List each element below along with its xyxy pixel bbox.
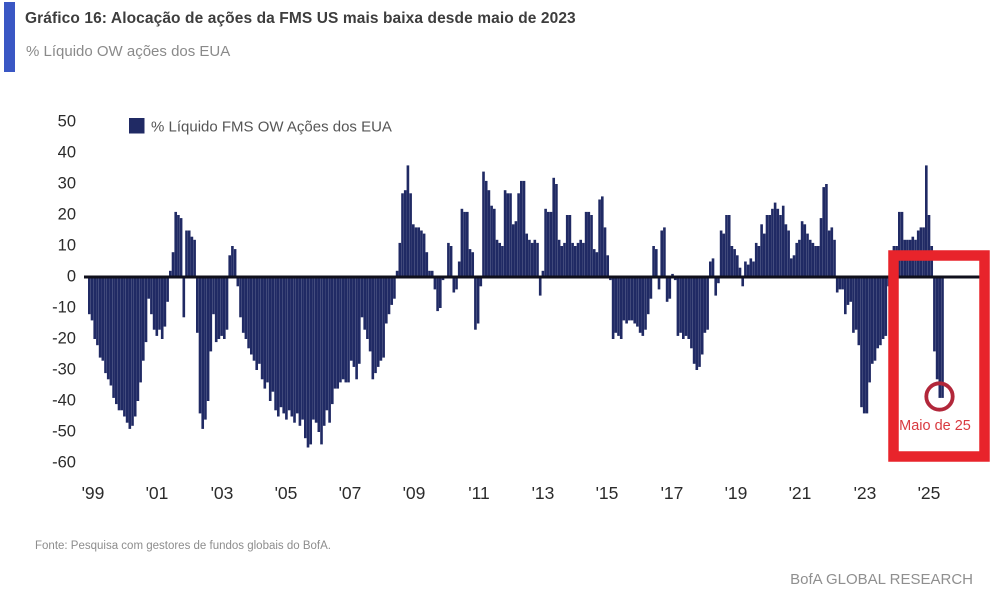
- svg-text:Maio de 25: Maio de 25: [899, 418, 971, 434]
- svg-text:'05: '05: [275, 483, 298, 503]
- svg-text:'13: '13: [532, 483, 555, 503]
- svg-text:-30: -30: [52, 361, 76, 379]
- svg-text:20: 20: [58, 206, 76, 224]
- svg-text:'07: '07: [339, 483, 362, 503]
- svg-text:10: 10: [58, 237, 76, 255]
- svg-text:30: 30: [58, 175, 76, 193]
- svg-text:0: 0: [67, 268, 76, 286]
- svg-text:'17: '17: [661, 483, 684, 503]
- svg-text:-40: -40: [52, 392, 76, 410]
- svg-text:'21: '21: [789, 483, 812, 503]
- svg-text:-60: -60: [52, 454, 76, 472]
- svg-text:'19: '19: [725, 483, 748, 503]
- svg-text:-50: -50: [52, 423, 76, 441]
- svg-text:'09: '09: [403, 483, 426, 503]
- svg-text:% Líquido FMS OW Ações dos EUA: % Líquido FMS OW Ações dos EUA: [151, 119, 392, 136]
- svg-text:-10: -10: [52, 299, 76, 317]
- svg-text:'15: '15: [596, 483, 619, 503]
- svg-text:'25: '25: [918, 483, 941, 503]
- svg-text:-20: -20: [52, 330, 76, 348]
- svg-text:'23: '23: [854, 483, 877, 503]
- svg-text:'01: '01: [146, 483, 169, 503]
- svg-text:'11: '11: [468, 483, 490, 503]
- svg-text:40: 40: [58, 144, 76, 162]
- svg-text:'03: '03: [211, 483, 234, 503]
- svg-text:'99: '99: [82, 483, 105, 503]
- svg-text:50: 50: [58, 113, 76, 131]
